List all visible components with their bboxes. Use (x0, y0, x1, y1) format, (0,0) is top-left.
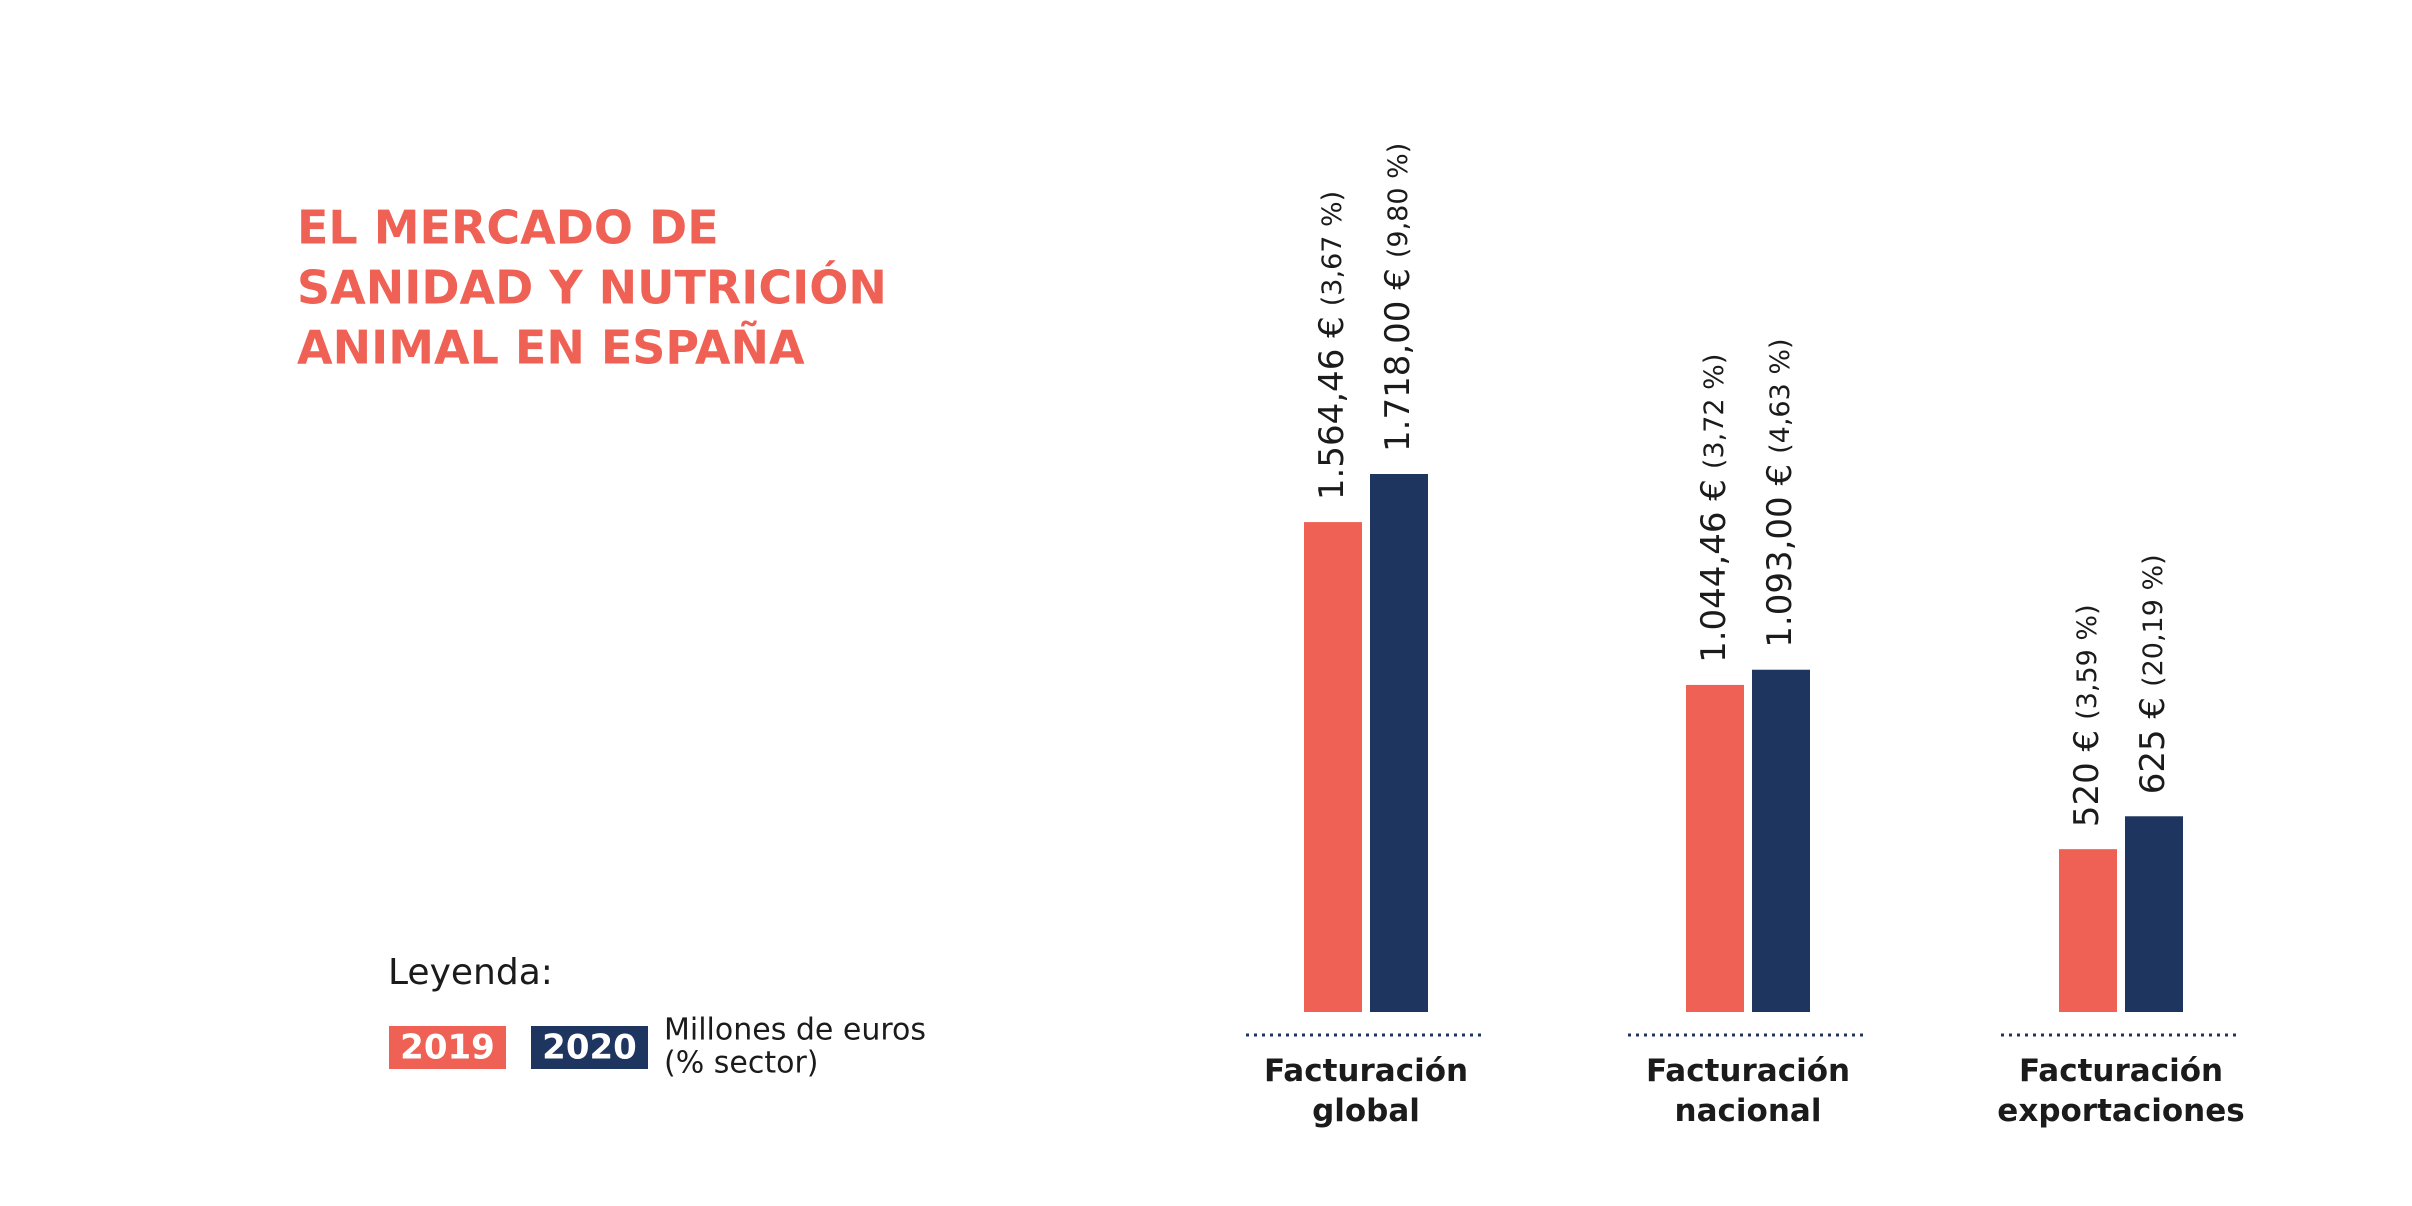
chart-title: ANIMAL EN ESPAÑA (297, 321, 805, 375)
value-label-amount: 625 € (2133, 697, 2173, 794)
chart-title: EL MERCADO DE (297, 201, 719, 255)
bar (2125, 816, 2183, 1012)
value-label: 1.093,00 € (4,63 %) (1760, 338, 1800, 647)
legend-swatch (389, 1026, 506, 1069)
value-label: 520 € (3,59 %) (2067, 604, 2107, 827)
value-label-amount: 1.718,00 € (1378, 268, 1418, 452)
legend-label: 2020 (542, 1028, 637, 1068)
x-tick-label-line: global (1312, 1093, 1420, 1129)
value-label-amount: 1.044,46 € (1694, 479, 1734, 663)
bar (1752, 669, 1810, 1012)
bar (1686, 684, 1744, 1012)
value-label-share: (20,19 %) (2138, 554, 2169, 687)
bar (2059, 849, 2117, 1012)
legend-note: (% sector) (664, 1046, 818, 1081)
value-label-amount: 1.564,46 € (1312, 316, 1352, 500)
bar (1370, 474, 1428, 1012)
legend-swatch (531, 1026, 648, 1069)
legend-title: Leyenda: (388, 952, 553, 993)
value-label-share: (4,63 %) (1765, 338, 1796, 453)
value-label-share: (3,59 %) (2072, 604, 2103, 719)
x-tick-label-line: exportaciones (1997, 1093, 2244, 1129)
legend-label: 2019 (400, 1028, 495, 1068)
legend-note: Millones de euros (664, 1013, 926, 1048)
x-tick-label-line: Facturación (1264, 1053, 1468, 1089)
value-label: 1.718,00 € (9,80 %) (1378, 143, 1418, 452)
x-tick-label-line: Facturación (1646, 1053, 1850, 1089)
value-label: 1.564,46 € (3,67 %) (1312, 191, 1352, 500)
bar (1304, 522, 1362, 1012)
value-label-share: (3,72 %) (1699, 354, 1730, 469)
value-label-amount: 1.093,00 € (1760, 464, 1800, 648)
x-tick-label-line: nacional (1675, 1093, 1822, 1129)
value-label-share: (3,67 %) (1317, 191, 1348, 306)
x-tick-label: Facturación global (1264, 1053, 1468, 1129)
value-label: 625 € (20,19 %) (2133, 554, 2173, 794)
chart-title: SANIDAD Y NUTRICIÓN (297, 261, 887, 315)
x-tick-label: Facturación exportaciones (1997, 1053, 2244, 1129)
x-tick-label: Facturación nacional (1646, 1053, 1850, 1129)
x-tick-label-line: Facturación (2019, 1053, 2223, 1089)
value-label-share: (9,80 %) (1383, 143, 1414, 258)
value-label: 1.044,46 € (3,72 %) (1694, 354, 1734, 663)
value-label-amount: 520 € (2067, 730, 2107, 827)
